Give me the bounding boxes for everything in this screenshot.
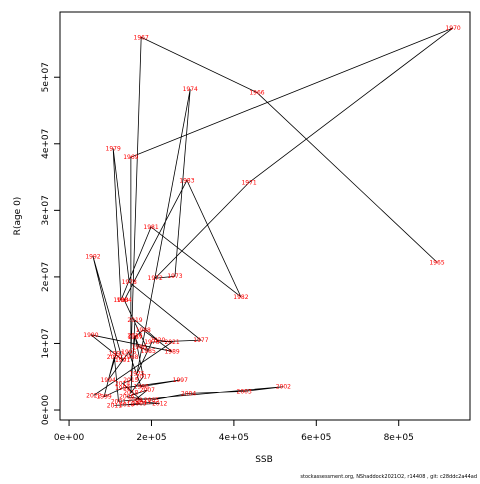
year-label: 1985 — [141, 348, 156, 355]
year-label: 1969 — [123, 154, 138, 161]
x-tick-label: 8e+05 — [384, 433, 414, 443]
y-tick-label: 0e+00 — [41, 395, 51, 426]
year-label: 1990 — [83, 332, 98, 339]
year-label: 1995 — [121, 349, 136, 356]
year-label: 1972 — [148, 275, 163, 282]
year-label: 2006 — [119, 394, 134, 401]
year-label: 1984 — [117, 297, 132, 304]
trajectory-line — [90, 27, 454, 406]
plot-frame — [59, 11, 471, 421]
year-label: 1999 — [96, 394, 111, 401]
x-axis-label: SSB — [255, 455, 273, 465]
year-label: 2020 — [150, 337, 165, 344]
year-label: 1996 — [134, 384, 149, 391]
year-label: 2002 — [276, 384, 291, 391]
y-tick-label: 5e+07 — [41, 62, 51, 92]
year-label: 1991 — [115, 357, 130, 364]
year-label: 2004 — [181, 390, 196, 397]
year-label: 2018 — [123, 390, 138, 397]
year-label: 1971 — [241, 179, 256, 186]
year-label: 1980 — [113, 297, 128, 304]
year-label: 2011 — [107, 402, 122, 409]
x-tick-label: 2e+05 — [136, 433, 166, 443]
y-tick-label: 3e+07 — [41, 195, 51, 225]
y-tick-label: 1e+07 — [41, 328, 51, 358]
year-label: 2007 — [140, 387, 155, 394]
year-label: 2013 — [136, 399, 151, 406]
year-label: 1987 — [127, 334, 142, 341]
year-label: 2003 — [237, 388, 252, 395]
year-label: 1992 — [85, 253, 100, 260]
year-label: 2021 — [164, 339, 179, 346]
year-label: 1997 — [173, 377, 188, 384]
year-label: 2008 — [127, 397, 142, 404]
year-label: 1994 — [101, 377, 116, 384]
y-tick-label: 2e+07 — [41, 262, 51, 292]
year-label: 1975 — [129, 370, 144, 377]
year-label: 1977 — [193, 337, 208, 344]
year-label: 1970 — [445, 25, 460, 32]
year-label: 2010 — [119, 402, 134, 409]
year-label: 1967 — [134, 34, 149, 41]
year-label: 2015 — [123, 377, 138, 384]
x-tick-label: 0e+00 — [54, 433, 85, 443]
footnote: stockassessment.org, NShaddock2021O2, r1… — [300, 474, 477, 480]
year-label: 2016 — [127, 332, 142, 339]
year-label: 2022 — [86, 392, 101, 399]
year-label: 2000 — [107, 354, 122, 361]
year-label: 2012 — [152, 400, 167, 407]
year-label: 1998 — [115, 385, 130, 392]
y-tick-label: 4e+07 — [41, 129, 51, 159]
year-label: 1982 — [233, 294, 248, 301]
year-label: 1979 — [106, 145, 121, 152]
year-label: 1981 — [143, 224, 158, 231]
year-label: 1988 — [136, 327, 151, 334]
year-label: 1993 — [109, 350, 124, 357]
year-label: 1968 — [123, 354, 138, 361]
year-label: 2017 — [136, 374, 151, 381]
year-label: 2014 — [115, 380, 130, 387]
year-label: 2005 — [144, 397, 159, 404]
year-label: 1974 — [183, 86, 198, 93]
year-label: 1983 — [179, 177, 194, 184]
year-label: 1978 — [122, 279, 137, 286]
year-label: 1966 — [249, 90, 264, 97]
year-label: 1976 — [144, 339, 159, 346]
year-label: 1989 — [164, 348, 179, 355]
year-label: 1973 — [167, 273, 182, 280]
year-label: 2009 — [131, 400, 146, 407]
year-label: 1965 — [429, 259, 444, 266]
x-tick-label: 6e+05 — [301, 433, 331, 443]
year-label: 2001 — [111, 398, 126, 405]
year-label: 2019 — [127, 317, 142, 324]
y-axis-label: R(age 0) — [13, 197, 23, 236]
year-label: 1986 — [131, 344, 146, 351]
x-tick-label: 4e+05 — [219, 433, 249, 443]
